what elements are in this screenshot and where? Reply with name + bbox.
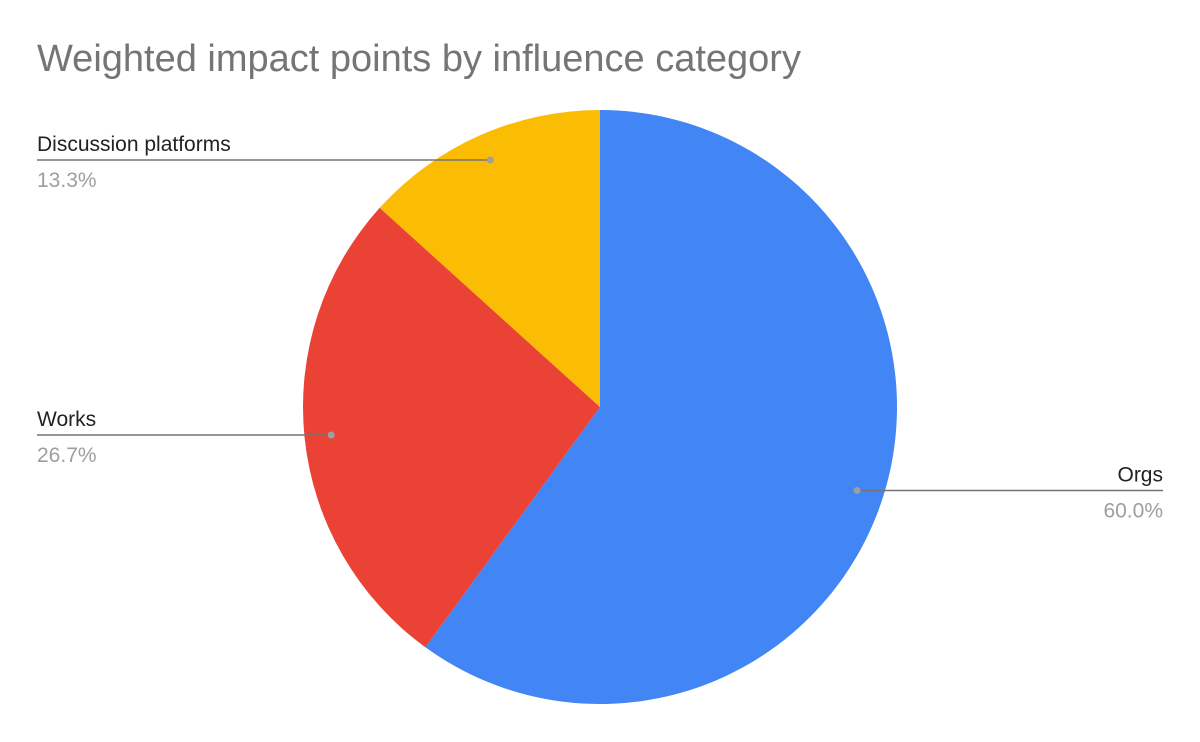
leader-lines xyxy=(37,156,1163,495)
slice-label-orgs: Orgs xyxy=(1117,464,1163,487)
slice-labels: Orgs 60.0% Works 26.7% Discussion platforms 1… xyxy=(37,133,1163,523)
pie-slice-discussion-platforms xyxy=(379,110,600,407)
pie-slice-orgs xyxy=(425,110,897,705)
leader-dot-orgs xyxy=(853,487,861,495)
slice-percent-discussion-platforms: 13.3% xyxy=(37,169,97,192)
slice-label-discussion-platforms: Discussion platforms xyxy=(37,133,231,156)
slice-percent-works: 26.7% xyxy=(37,444,97,467)
leader-dot-works xyxy=(327,431,335,439)
slice-label-works: Works xyxy=(37,408,96,431)
pie-slice-works xyxy=(303,207,600,648)
slice-percent-orgs: 60.0% xyxy=(1103,500,1163,523)
pie-slices xyxy=(303,110,897,705)
chart-title: Weighted impact points by influence cate… xyxy=(37,38,801,80)
leader-dot-discussion-platforms xyxy=(486,156,494,164)
